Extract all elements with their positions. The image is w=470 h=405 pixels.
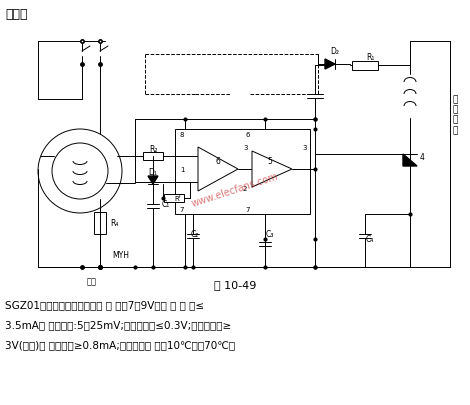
- Bar: [175, 130, 310, 215]
- Text: 3V(空载)； 输出电流≥0.8mA;使用环境温 度－10℃～＋70℃。: 3V(空载)； 输出电流≥0.8mA;使用环境温 度－10℃～＋70℃。: [5, 339, 235, 349]
- Text: D₂: D₂: [330, 47, 339, 56]
- Text: 脱
扣
线
圈: 脱 扣 线 圈: [452, 95, 458, 135]
- Text: R₂: R₂: [149, 145, 157, 154]
- Text: 4: 4: [420, 153, 425, 162]
- Text: 保护。: 保护。: [5, 8, 28, 21]
- Text: 图 10-49: 图 10-49: [214, 279, 256, 289]
- Text: 3: 3: [243, 145, 248, 151]
- Text: 7: 7: [180, 207, 184, 213]
- Bar: [143, 153, 163, 161]
- Text: R₁: R₁: [366, 53, 374, 62]
- Text: C₄: C₄: [366, 235, 374, 244]
- Text: 负载: 负载: [87, 277, 97, 286]
- Text: www.elecfans.com: www.elecfans.com: [190, 171, 280, 208]
- Text: 7: 7: [246, 207, 250, 213]
- Circle shape: [38, 130, 122, 213]
- Text: C₂: C₂: [191, 230, 199, 239]
- Text: 6: 6: [246, 132, 250, 138]
- Text: C₁: C₁: [162, 200, 170, 209]
- Polygon shape: [252, 151, 292, 188]
- Text: R₄: R₄: [110, 219, 118, 228]
- Text: 6: 6: [216, 157, 220, 166]
- Text: 5: 5: [267, 157, 273, 166]
- Polygon shape: [148, 177, 158, 185]
- Text: C₃: C₃: [266, 230, 274, 239]
- Bar: [352, 62, 378, 71]
- Text: SGZ01主要技术参数为：电源 电 压：7～9V，工 作 电 流≤: SGZ01主要技术参数为：电源 电 压：7～9V，工 作 电 流≤: [5, 299, 204, 309]
- Text: 8: 8: [180, 132, 184, 138]
- Text: MYH: MYH: [112, 250, 129, 259]
- Circle shape: [52, 144, 108, 200]
- Text: 2: 2: [243, 185, 247, 192]
- Polygon shape: [198, 148, 238, 192]
- Polygon shape: [325, 60, 335, 70]
- Bar: [164, 194, 184, 202]
- Bar: [94, 213, 106, 234]
- Text: 3: 3: [302, 145, 306, 151]
- Text: D₁: D₁: [149, 168, 157, 177]
- Polygon shape: [403, 155, 417, 166]
- Text: 1: 1: [180, 166, 184, 173]
- Text: Rᶠ: Rᶠ: [174, 196, 181, 202]
- Text: 3.5mA； 输入电平:5～25mV;输出低电平≤0.3V;输出高电平≥: 3.5mA； 输入电平:5～25mV;输出低电平≤0.3V;输出高电平≥: [5, 319, 231, 329]
